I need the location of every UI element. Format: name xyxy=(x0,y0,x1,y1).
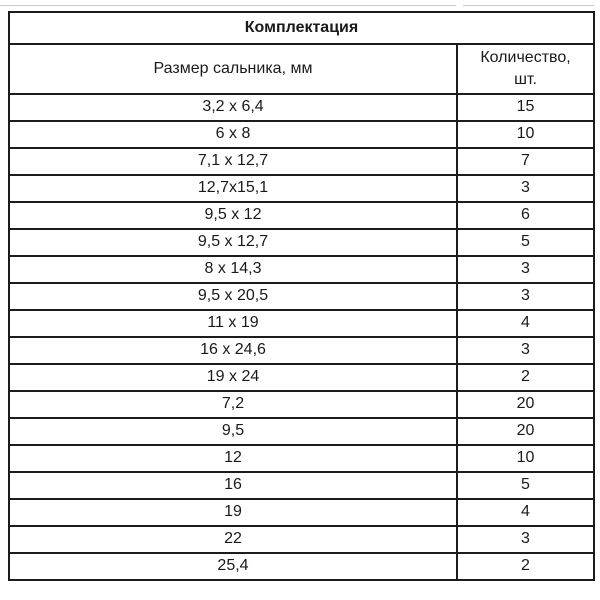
quantity-cell: 20 xyxy=(456,390,595,419)
quantity-cell: 2 xyxy=(456,363,595,392)
table-row: 9,5 x 12,7 5 xyxy=(8,228,595,257)
table-row: 7,2 20 xyxy=(8,390,595,419)
quantity-cell: 3 xyxy=(456,525,595,554)
table-row: 16 5 xyxy=(8,471,595,500)
table-header-row: Размер сальника, мм Количество, шт. xyxy=(8,43,595,95)
table-row: 7,1 x 12,7 7 xyxy=(8,147,595,176)
column-header-quantity-label: Количество, шт. xyxy=(480,48,571,88)
table-title: Комплектация xyxy=(8,11,595,45)
table-row: 9,5 20 xyxy=(8,417,595,446)
size-cell: 11 x 19 xyxy=(8,309,458,338)
table-row: 16 x 24,6 3 xyxy=(8,336,595,365)
quantity-cell: 3 xyxy=(456,282,595,311)
quantity-cell: 10 xyxy=(456,120,595,149)
table-row: 19 4 xyxy=(8,498,595,527)
quantity-cell: 7 xyxy=(456,147,595,176)
column-header-size: Размер сальника, мм xyxy=(8,43,458,95)
size-cell: 7,2 xyxy=(8,390,458,419)
quantity-cell: 15 xyxy=(456,93,595,122)
size-cell: 9,5 x 12 xyxy=(8,201,458,230)
quantity-cell: 5 xyxy=(456,471,595,500)
kit-contents-table: Комплектация Размер сальника, мм Количес… xyxy=(8,11,595,581)
table-row: 12,7x15,1 3 xyxy=(8,174,595,203)
table-title-row: Комплектация xyxy=(8,11,595,45)
size-cell: 7,1 x 12,7 xyxy=(8,147,458,176)
scan-artifact-line-right xyxy=(463,5,594,6)
size-cell: 9,5 x 12,7 xyxy=(8,228,458,257)
table-row: 22 3 xyxy=(8,525,595,554)
table-row: 3,2 x 6,4 15 xyxy=(8,93,595,122)
size-cell: 12 xyxy=(8,444,458,473)
size-cell: 9,5 xyxy=(8,417,458,446)
size-cell: 6 x 8 xyxy=(8,120,458,149)
size-cell: 3,2 x 6,4 xyxy=(8,93,458,122)
table-row: 11 x 19 4 xyxy=(8,309,595,338)
size-cell: 22 xyxy=(8,525,458,554)
quantity-cell: 2 xyxy=(456,552,595,581)
table-row: 9,5 x 12 6 xyxy=(8,201,595,230)
table-row: 12 10 xyxy=(8,444,595,473)
size-cell: 19 x 24 xyxy=(8,363,458,392)
table-row: 8 x 14,3 3 xyxy=(8,255,595,284)
size-cell: 25,4 xyxy=(8,552,458,581)
quantity-cell: 10 xyxy=(456,444,595,473)
quantity-cell: 3 xyxy=(456,336,595,365)
size-cell: 9,5 x 20,5 xyxy=(8,282,458,311)
quantity-cell: 3 xyxy=(456,255,595,284)
size-cell: 16 x 24,6 xyxy=(8,336,458,365)
quantity-cell: 5 xyxy=(456,228,595,257)
size-cell: 19 xyxy=(8,498,458,527)
column-header-quantity: Количество, шт. xyxy=(456,43,595,95)
table-body: 3,2 x 6,4 15 6 x 8 10 7,1 x 12,7 7 12,7x… xyxy=(8,93,595,581)
scan-artifact-line-left xyxy=(0,5,456,6)
quantity-cell: 20 xyxy=(456,417,595,446)
table-row: 9,5 x 20,5 3 xyxy=(8,282,595,311)
size-cell: 8 x 14,3 xyxy=(8,255,458,284)
table-row: 6 x 8 10 xyxy=(8,120,595,149)
table-row: 19 x 24 2 xyxy=(8,363,595,392)
quantity-cell: 4 xyxy=(456,309,595,338)
quantity-cell: 3 xyxy=(456,174,595,203)
table-row: 25,4 2 xyxy=(8,552,595,581)
size-cell: 12,7x15,1 xyxy=(8,174,458,203)
quantity-cell: 4 xyxy=(456,498,595,527)
size-cell: 16 xyxy=(8,471,458,500)
quantity-cell: 6 xyxy=(456,201,595,230)
